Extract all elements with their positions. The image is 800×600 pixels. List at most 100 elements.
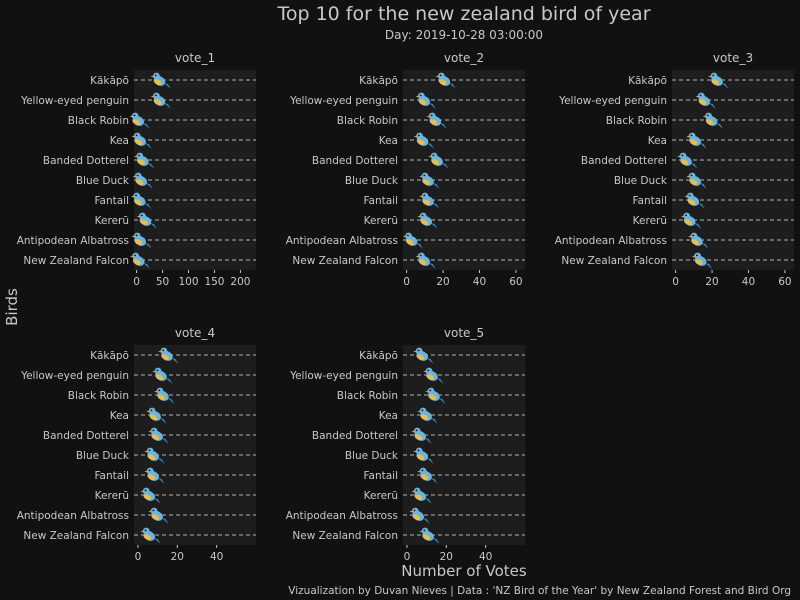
bird-eye [135,194,137,197]
bird-marker [415,252,436,269]
bird-tail [143,263,151,269]
bird-belly [438,79,447,86]
bird-tail [705,263,713,269]
bird-tail [167,398,175,404]
bird-head [679,152,687,160]
bird-eye [152,509,155,512]
bird-eye [413,509,416,512]
bird-belly [426,374,435,381]
bird-belly [418,99,427,106]
bird-head [405,232,413,240]
bird-beak [415,95,419,98]
category-label: Kākāpō [628,75,667,87]
category-label: Black Robin [337,390,398,402]
category-label: Antipodean Albatross [17,235,129,247]
category-label: Blue Duck [76,175,130,187]
category-label: Kākāpō [359,75,398,87]
x-tick-label: 200 [230,276,250,288]
bird-tail [697,203,705,209]
bird-beak [702,115,706,118]
bird-head [688,132,696,140]
bird-eye [688,194,691,197]
bird-tail [153,498,161,504]
category-label: Kea [379,410,398,422]
bird-eye [154,94,157,97]
bird-belly [689,179,698,186]
bird-marker [144,447,165,464]
bird-marker [708,72,729,89]
bird-eye [135,134,138,137]
bird-beak [129,115,133,118]
category-label: Blue Duck [345,450,399,462]
bird-tail [439,123,447,129]
bird-belly [420,474,429,481]
bird-marker [402,232,424,249]
category-label: Kea [379,135,398,147]
bird-eye [138,154,141,157]
bird-tail [153,538,161,544]
x-tick-label: 20 [705,276,718,288]
bird-head [133,132,141,140]
bird-tail [424,498,432,504]
bird-eye [681,154,684,157]
category-label: Kea [110,410,129,422]
bird-belly [135,179,144,186]
bird-head [139,212,146,220]
category-label: Kererū [633,215,667,227]
category-label: New Zealand Falcon [23,255,129,267]
bird-marker [417,467,438,484]
x-tick-label: 0 [404,551,411,563]
bird-head [690,232,698,240]
bird-belly [137,159,145,166]
x-tick-label: 20 [440,551,453,563]
bird-eye [423,174,426,177]
bird-marker [677,152,698,169]
bird-eye [133,114,136,117]
bird-eye [162,349,165,352]
bird-beak [136,215,140,218]
bird-head [697,92,705,100]
bird-marker [425,387,446,404]
category-label: New Zealand Falcon [561,255,667,267]
bird-head [415,347,423,355]
bird-marker [688,232,709,249]
bird-belly [143,494,152,501]
category-label: Kererū [364,215,398,227]
bird-marker [419,527,440,544]
bird-beak [148,510,152,513]
panel-title: vote_3 [713,51,753,65]
bird-tail [430,223,438,229]
bird-head [156,387,164,395]
category-label: Antipodean Albatross [17,510,129,522]
category-label: Fantail [94,195,129,207]
bird-belly [422,179,431,186]
bird-eye [696,254,698,257]
bird-beak [150,75,154,78]
bird-beak [419,175,423,178]
bird-belly [684,219,692,226]
bird-eye [134,254,136,257]
x-tick-label: 40 [210,551,223,563]
bird-tail [430,418,438,424]
panel-background [672,70,794,270]
panel-vote_2: vote_2 Kākāpō Yellow-eyed penguin Black Rob… [286,51,525,288]
category-label: Kākāpō [359,350,398,362]
bird-tail [426,458,434,464]
bird-tail [144,243,152,249]
bird-head [419,467,427,475]
bird-marker [686,172,707,189]
panel-background [134,70,256,270]
bird-marker [129,112,150,129]
bird-tail [144,143,152,149]
category-label: Fantail [363,470,398,482]
bird-marker [148,427,169,444]
panel-vote_3: vote_3 Kākāpō Yellow-eyed penguin Black Rob… [555,51,794,288]
bird-eye [417,134,420,137]
bird-tail [157,478,165,484]
bird-tail [432,203,440,209]
bird-head [146,467,154,475]
category-label: Fantail [632,195,667,207]
bird-belly [134,199,142,206]
category-label: Yellow-eyed penguin [289,95,398,107]
bird-belly [689,139,698,146]
